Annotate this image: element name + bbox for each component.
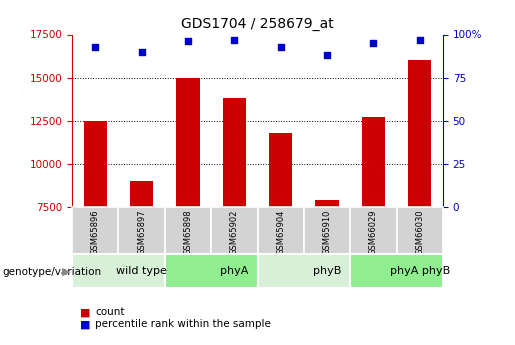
Bar (350, 254, 443, 288)
Point (91, 44, 99, 49)
Bar (165, 207, 211, 254)
Bar (362, 117, 385, 207)
Bar (304, 207, 350, 254)
Text: genotype/variation: genotype/variation (3, 267, 101, 276)
Text: percentile rank within the sample: percentile rank within the sample (95, 319, 271, 329)
Text: GSM66030: GSM66030 (415, 209, 424, 255)
Bar (118, 207, 165, 254)
Text: GSM66029: GSM66029 (369, 209, 378, 255)
Bar (130, 181, 153, 207)
Bar (315, 200, 338, 207)
Text: ■: ■ (80, 307, 90, 317)
Text: phyA: phyA (220, 266, 249, 276)
Text: wild type: wild type (116, 266, 167, 276)
Point (230, 37, 238, 42)
Text: ▶: ▶ (62, 267, 70, 276)
Bar (84, 121, 107, 207)
Text: GSM65897: GSM65897 (137, 209, 146, 255)
Text: phyA phyB: phyA phyB (390, 266, 450, 276)
Point (138, 49, 146, 55)
Bar (222, 98, 246, 207)
Point (416, 37, 424, 42)
Text: GSM65902: GSM65902 (230, 209, 239, 255)
Text: GSM65896: GSM65896 (91, 209, 100, 255)
Text: ■: ■ (80, 319, 90, 329)
Bar (408, 60, 431, 207)
Text: GSM65898: GSM65898 (183, 209, 193, 255)
Point (277, 44, 285, 49)
Bar (72, 207, 118, 254)
Bar (258, 207, 304, 254)
Text: phyB: phyB (313, 266, 341, 276)
Bar (397, 207, 443, 254)
Title: GDS1704 / 258679_at: GDS1704 / 258679_at (181, 17, 334, 31)
Point (184, 39, 192, 44)
Bar (350, 207, 397, 254)
Bar (165, 254, 258, 288)
Text: count: count (95, 307, 125, 317)
Point (369, 40, 377, 46)
Text: GSM65910: GSM65910 (322, 209, 332, 255)
Bar (176, 78, 199, 207)
Bar (72, 254, 165, 288)
Text: GSM65904: GSM65904 (276, 209, 285, 255)
Bar (269, 133, 293, 207)
Point (323, 52, 331, 58)
Bar (258, 254, 350, 288)
Bar (211, 207, 258, 254)
